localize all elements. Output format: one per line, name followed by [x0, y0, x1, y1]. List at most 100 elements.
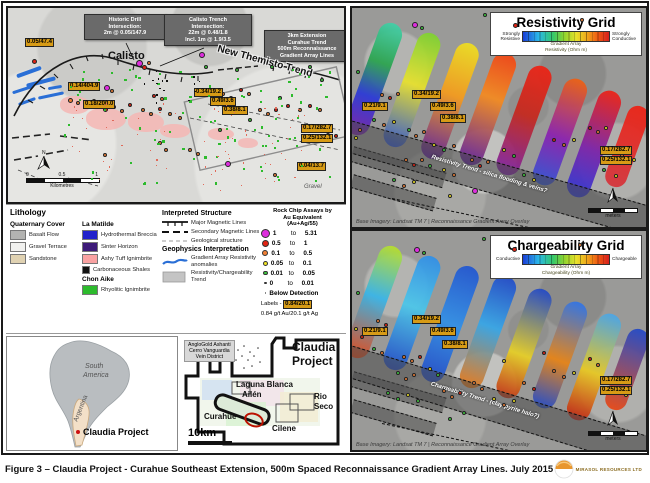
lithology-speckle: [138, 117, 140, 119]
anglogold-line: AngloGold Ashanti: [188, 342, 231, 348]
assay-marker: [418, 355, 422, 359]
assay-marker: [452, 144, 456, 148]
anglogold-line: Cerro Vanguardia: [189, 348, 230, 354]
claudia-area-label: Rio: [314, 392, 327, 401]
group-chon-aike: Chon Aike: [82, 276, 114, 283]
lithology-speckle: [83, 70, 86, 74]
callout-line: 2m @ 0.05/147.9: [103, 30, 147, 36]
lithology-speckle: [253, 128, 257, 132]
assay-label: 0.14/404.9: [68, 82, 101, 91]
lithology-speckle: [131, 88, 134, 91]
assay-label: 0.17/282.7: [600, 146, 633, 155]
callout-line: Incl. 1m @ 1.9/3.5: [185, 36, 231, 43]
north-arrow-icon: [607, 187, 618, 204]
lithology-speckle: [271, 142, 274, 144]
assay-class-dot: [262, 260, 268, 266]
claudia-scale-text: 10km: [188, 427, 217, 439]
base-imagery-text: Base Imagery: Landsat TM 7 | Reconnaissa…: [356, 219, 530, 225]
lithology-speckle: [259, 166, 262, 169]
callout-line: 500m Reconnaissance: [277, 46, 337, 52]
claudia-scale: 10km: [188, 423, 232, 445]
scale-bar: [26, 178, 100, 183]
lithology-speckle: [301, 125, 303, 128]
assay-label: 0.34/19.2: [412, 90, 442, 99]
lithology-speckle: [182, 147, 185, 150]
lithology-speckle: [144, 181, 147, 184]
lithology-speckle: [159, 139, 161, 141]
lithology-speckle: [92, 171, 95, 174]
assay-marker: [402, 184, 406, 188]
lithology-speckle: [293, 136, 296, 139]
geophysics-title: Geophysics Interpretation: [162, 246, 249, 253]
assay-marker: [318, 108, 322, 112]
assay-marker: [356, 70, 360, 74]
gradient-array-anomaly-icon: [162, 258, 188, 265]
assay-marker: [320, 78, 324, 82]
lithology-speckle: [81, 78, 85, 81]
ashy-tuff-patch: [160, 124, 190, 138]
lithology-speckle: [284, 159, 286, 161]
lithology-speckle: [226, 127, 229, 130]
lithology-speckle: [261, 169, 264, 172]
assay-marker: [388, 96, 392, 100]
anglogold-line: Vein District: [195, 354, 224, 360]
assay-label: 0.17/282.7: [600, 376, 633, 385]
ashy-tuff-patch: [238, 138, 258, 148]
lithology-speckle: [218, 142, 221, 146]
region-label: South: [85, 363, 104, 370]
lithology-speckle: [124, 78, 127, 81]
assay-marker: [76, 101, 80, 105]
chargeability-colorbar: [522, 254, 610, 265]
lithology-item: Sinter Horizon: [82, 242, 162, 252]
assay-class-row: 0.5 to 1: [261, 239, 344, 248]
lithology-swatch: [10, 230, 26, 240]
assay-marker: [386, 391, 390, 395]
assay-marker: [458, 391, 462, 395]
resistivity-title: Resistivity Grid: [516, 15, 616, 30]
lithology-speckle: [214, 170, 217, 172]
assay-class-dot: [260, 228, 270, 238]
lithology-speckle: [74, 106, 76, 108]
ashy-tuff-patch: [86, 108, 126, 130]
lithology-speckle: [193, 157, 196, 160]
assay-marker: [442, 389, 446, 393]
lithology-speckle: [233, 139, 236, 142]
structure-item: Geological structure: [191, 237, 243, 244]
callout-line: 3km Extension: [287, 33, 327, 39]
lithology-speckle: [189, 95, 192, 98]
lithology-speckle: [104, 108, 107, 112]
callout-historic-drill: Historic Drill Intersection: 2m @ 0.05/1…: [84, 14, 166, 40]
assay-class-value: to: [289, 239, 296, 247]
lithology-speckle: [207, 94, 210, 97]
assay-marker: [522, 173, 526, 177]
legend-lithology: Lithology Quaternary Cover Basalt Flow Gr…: [10, 208, 162, 331]
assay-marker: [286, 104, 290, 108]
assay-marker: [448, 417, 452, 421]
geophysics-item: Resistivity/Chargeability Trend: [191, 270, 253, 283]
chargeability-legend: Chargeability Grid Conductive Chargeable…: [490, 235, 642, 279]
assay-marker: [513, 23, 518, 28]
south-america-shape: [49, 340, 130, 448]
lithology-label: Basalt Flow: [29, 232, 59, 238]
assay-marker: [380, 93, 384, 97]
lithology-speckle: [295, 144, 298, 148]
colorbar-subtitle: Gradient Array: [550, 265, 582, 270]
lithology-speckle: [268, 135, 271, 138]
resistivity-colorbar: [522, 31, 610, 42]
assay-marker: [158, 107, 162, 111]
assay-class-value: to: [287, 279, 293, 287]
mirasol-logo: MIRASOL RESOURCES LTD: [554, 459, 642, 479]
lithology-speckle: [221, 168, 223, 171]
assay-marker: [562, 375, 566, 379]
callout-line: Curahue Trend: [287, 39, 327, 46]
lithology-speckle: [214, 182, 218, 185]
lithology-swatch: [10, 254, 26, 264]
assay-label: 0.49/3.6: [210, 97, 236, 106]
lithology-item: Hydrothermal Breccia: [82, 230, 162, 240]
callout-calisto-trench: Calisto Trench Intersection: 22m @ 0.48/…: [164, 14, 252, 46]
lithology-speckle: [292, 69, 295, 72]
lithology-item: Carbonaceous Shales: [82, 266, 162, 274]
assay-class-value: to: [288, 269, 294, 277]
assay-marker: [572, 138, 576, 142]
assay-marker: [376, 319, 380, 323]
